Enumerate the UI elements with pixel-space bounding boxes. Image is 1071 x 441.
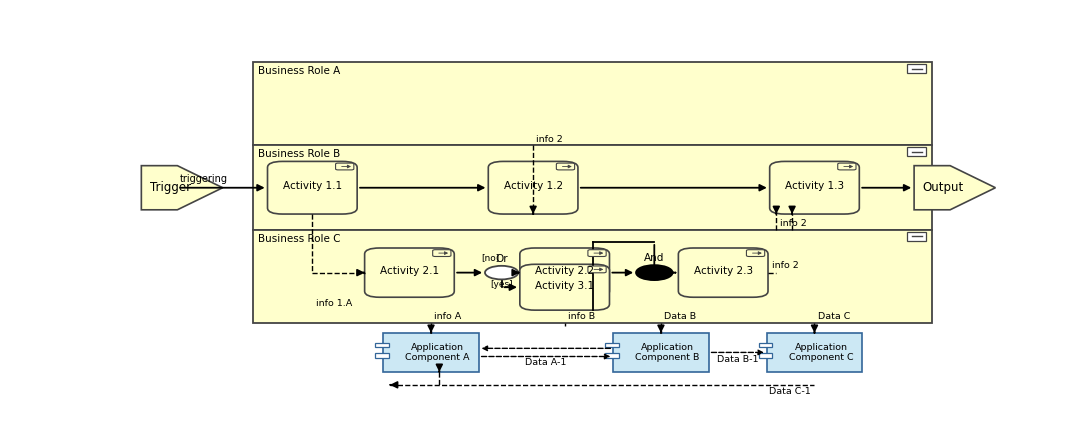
- FancyBboxPatch shape: [605, 343, 619, 348]
- Text: Activity 1.1: Activity 1.1: [283, 181, 342, 191]
- FancyBboxPatch shape: [268, 161, 357, 214]
- Circle shape: [636, 265, 673, 280]
- Text: [yes]: [yes]: [491, 280, 513, 289]
- Text: Activity 2.1: Activity 2.1: [380, 266, 439, 276]
- FancyBboxPatch shape: [364, 248, 454, 297]
- Text: Or: Or: [495, 254, 508, 264]
- Text: info 2: info 2: [537, 135, 563, 144]
- Text: And: And: [644, 254, 664, 263]
- Polygon shape: [915, 166, 995, 210]
- Text: Application
Component B: Application Component B: [635, 343, 699, 362]
- Text: Business Role B: Business Role B: [257, 149, 340, 159]
- FancyBboxPatch shape: [253, 145, 933, 230]
- FancyBboxPatch shape: [758, 343, 772, 348]
- FancyBboxPatch shape: [433, 250, 451, 257]
- Text: Activity 2.3: Activity 2.3: [694, 266, 753, 276]
- Circle shape: [485, 266, 518, 280]
- Text: Data B-1: Data B-1: [716, 355, 758, 364]
- Polygon shape: [141, 166, 223, 210]
- Text: Business Role A: Business Role A: [257, 66, 340, 76]
- Text: info 1.A: info 1.A: [316, 299, 352, 308]
- Text: Business Role C: Business Role C: [257, 234, 341, 243]
- FancyBboxPatch shape: [605, 353, 619, 358]
- Text: Application
Component A: Application Component A: [406, 343, 470, 362]
- Text: Activity 3.1: Activity 3.1: [536, 280, 594, 291]
- Text: triggering: triggering: [180, 174, 228, 184]
- FancyBboxPatch shape: [614, 333, 709, 372]
- FancyBboxPatch shape: [519, 264, 609, 310]
- FancyBboxPatch shape: [375, 343, 389, 348]
- Text: Activity 2.2: Activity 2.2: [536, 266, 594, 276]
- FancyBboxPatch shape: [383, 333, 479, 372]
- FancyBboxPatch shape: [907, 147, 925, 156]
- Text: info 2: info 2: [772, 261, 799, 270]
- FancyBboxPatch shape: [678, 248, 768, 297]
- Text: Data B: Data B: [664, 312, 696, 321]
- FancyBboxPatch shape: [588, 250, 606, 257]
- FancyBboxPatch shape: [907, 64, 925, 73]
- Text: Application
Component C: Application Component C: [789, 343, 854, 362]
- FancyBboxPatch shape: [758, 353, 772, 358]
- Text: Output: Output: [923, 181, 964, 194]
- Text: Activity 1.2: Activity 1.2: [503, 181, 562, 191]
- Text: Data A-1: Data A-1: [525, 358, 567, 367]
- FancyBboxPatch shape: [253, 63, 933, 145]
- FancyBboxPatch shape: [375, 353, 389, 358]
- FancyBboxPatch shape: [767, 333, 862, 372]
- Text: info 2: info 2: [781, 220, 808, 228]
- Text: Activity 1.3: Activity 1.3: [785, 181, 844, 191]
- FancyBboxPatch shape: [907, 232, 925, 241]
- FancyBboxPatch shape: [588, 266, 606, 273]
- Text: info A: info A: [435, 312, 462, 321]
- Text: Data C-1: Data C-1: [769, 387, 811, 396]
- Text: Trigger: Trigger: [150, 181, 192, 194]
- FancyBboxPatch shape: [519, 248, 609, 297]
- FancyBboxPatch shape: [488, 161, 578, 214]
- FancyBboxPatch shape: [253, 230, 933, 323]
- Text: [no]: [no]: [482, 254, 500, 262]
- FancyBboxPatch shape: [770, 161, 859, 214]
- Text: info B: info B: [568, 312, 595, 321]
- FancyBboxPatch shape: [335, 163, 353, 170]
- FancyBboxPatch shape: [746, 250, 765, 257]
- FancyBboxPatch shape: [556, 163, 575, 170]
- Text: Data C: Data C: [818, 312, 850, 321]
- FancyBboxPatch shape: [838, 163, 856, 170]
